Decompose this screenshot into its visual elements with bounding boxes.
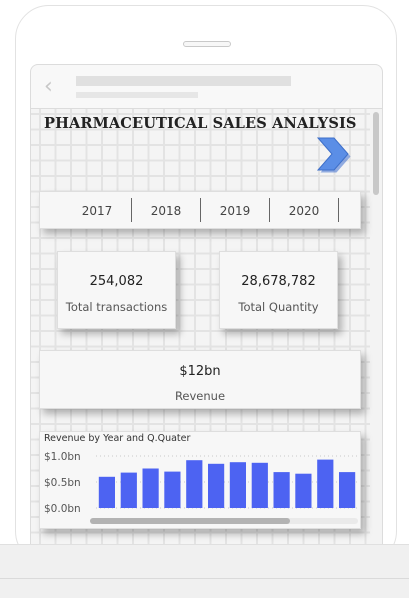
title-placeholder (76, 76, 291, 86)
year-button-2018[interactable]: 2018 (150, 204, 182, 218)
revenue-bar[interactable] (98, 476, 115, 508)
kpi-card-transactions[interactable]: 254,082 Total transactions (57, 251, 176, 329)
revenue-bar[interactable] (208, 463, 225, 508)
revenue-bar-chart: $1.0bn $0.5bn $0.0bn (44, 451, 358, 524)
y-tick-label: $0.0bn (44, 503, 81, 515)
revenue-chart-card[interactable]: Revenue by Year and Q.Quater $1.0bn $0.5b… (39, 431, 361, 529)
top-bar (30, 64, 383, 109)
year-slicer: 2017 2018 2019 2020 (39, 191, 361, 229)
vertical-scrollbar[interactable] (370, 109, 383, 544)
slicer-divider (131, 198, 132, 222)
kpi-transactions-label: Total transactions (65, 300, 168, 314)
y-tick-label: $1.0bn (44, 451, 81, 463)
slicer-divider (200, 198, 201, 222)
next-page-arrow-icon[interactable] (315, 137, 351, 173)
year-button-2017[interactable]: 2017 (81, 204, 113, 218)
back-icon[interactable]: ‹ (44, 74, 53, 99)
kpi-quantity-value: 28,678,782 (241, 274, 316, 289)
revenue-bar[interactable] (142, 468, 159, 509)
subtitle-placeholder (76, 92, 198, 98)
revenue-bar[interactable] (251, 462, 268, 508)
revenue-bar[interactable] (229, 462, 246, 508)
revenue-bar[interactable] (339, 472, 356, 508)
chart-scrollbar-thumb[interactable] (90, 518, 290, 524)
revenue-bar[interactable] (295, 473, 312, 508)
revenue-bar[interactable] (317, 459, 334, 508)
revenue-bar[interactable] (186, 460, 203, 508)
chart-title: Revenue by Year and Q.Quater (44, 433, 191, 444)
revenue-bar[interactable] (164, 471, 181, 508)
vertical-scrollbar-thumb[interactable] (373, 112, 379, 195)
kpi-card-revenue[interactable]: $12bn Revenue (39, 350, 361, 409)
bottom-bar (0, 544, 409, 598)
revenue-bar[interactable] (273, 472, 290, 508)
slicer-divider (338, 198, 339, 222)
year-button-2019[interactable]: 2019 (219, 204, 251, 218)
bottom-divider (0, 578, 409, 579)
y-tick-label: $0.5bn (44, 477, 81, 489)
kpi-quantity-label: Total Quantity (238, 300, 319, 314)
kpi-card-quantity[interactable]: 28,678,782 Total Quantity (219, 251, 338, 329)
report-title: PHARMACEUTICAL SALES ANALYSIS (44, 115, 357, 132)
phone-speaker (183, 41, 231, 47)
kpi-revenue-value: $12bn (179, 364, 221, 379)
kpi-transactions-value: 254,082 (89, 274, 144, 289)
year-button-2020[interactable]: 2020 (288, 204, 320, 218)
revenue-bar[interactable] (120, 472, 137, 508)
slicer-divider (269, 198, 270, 222)
kpi-revenue-label: Revenue (174, 389, 226, 403)
